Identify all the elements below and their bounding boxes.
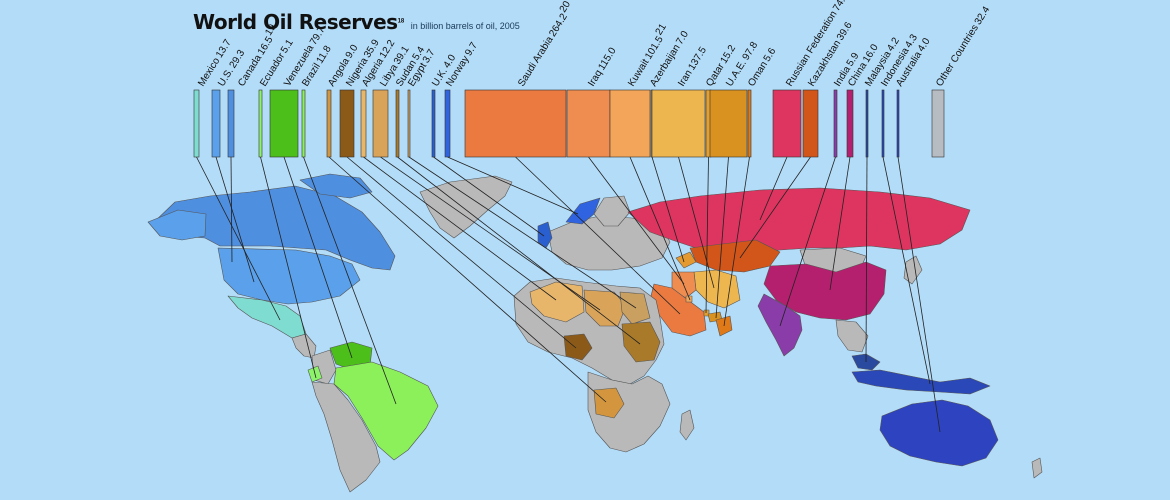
- bar-norway: [444, 89, 451, 158]
- libya-shape: [583, 289, 627, 327]
- bar-libya: [372, 89, 389, 158]
- country-labels: Mexico13.7U.S.29.3Canada16.519Ecuador5.1…: [196, 0, 992, 89]
- leader-line-oman: [723, 156, 750, 327]
- leader-line-saudi-arabia: [515, 156, 681, 315]
- leader-line-canada: [230, 156, 233, 263]
- map-subtitle: in billion barrels of oil, 2005: [410, 21, 520, 31]
- bar-sudan: [395, 89, 400, 158]
- leader-line-sudan: [397, 156, 641, 345]
- bar-algeria: [360, 89, 367, 158]
- bar-oman: [747, 89, 752, 158]
- nigeria-shape: [563, 333, 593, 361]
- leader-line-mexico: [196, 156, 281, 321]
- bar-iraq: [566, 89, 611, 158]
- canada-shape: [151, 185, 396, 271]
- bar-brazil: [301, 89, 306, 158]
- sudan-shape: [621, 321, 661, 363]
- label-other-countries: Other Countries32.4: [934, 4, 992, 88]
- title-footnote: 18: [397, 18, 405, 25]
- se-asia-shape: [835, 319, 869, 353]
- leader-line-venezuela: [283, 156, 353, 359]
- usa-shape: [217, 247, 361, 305]
- leader-line-nigeria: [346, 156, 577, 349]
- bar-u-s: [211, 89, 221, 158]
- australia-shape: [879, 399, 999, 467]
- leader-line-russian-federation: [759, 156, 788, 221]
- leader-line-kazakhstan: [739, 156, 811, 259]
- bar-mexico: [193, 89, 200, 158]
- leader-line-egypt: [408, 156, 637, 309]
- leader-line-algeria: [363, 156, 557, 301]
- leader-line-iraq: [588, 156, 685, 285]
- bar-russian-federation: [772, 89, 802, 158]
- leader-line-u-k: [433, 156, 545, 237]
- label-saudi-arabia: Saudi Arabia264.220: [513, 0, 577, 89]
- leader-line-ecuador: [260, 156, 317, 379]
- bar-india: [833, 89, 838, 158]
- leader-line-angola: [328, 156, 607, 403]
- uk-shape: [537, 221, 553, 249]
- leader-line-china: [829, 156, 851, 291]
- azerbaijan-shape: [675, 251, 697, 269]
- reserve-bars: [193, 89, 945, 158]
- south-america-rest-shape: [311, 381, 381, 493]
- label-iraq: Iraq115.0: [586, 45, 619, 88]
- bar-canada: [227, 89, 235, 158]
- leader-line-u-a-e: [715, 156, 729, 319]
- leader-line-brazil: [303, 156, 397, 405]
- leader-line-indonesia: [882, 156, 931, 385]
- kuwait-shape: [685, 295, 693, 303]
- egypt-shape: [619, 291, 651, 325]
- bar-kuwait: [609, 89, 651, 158]
- bar-u-k: [431, 89, 436, 158]
- russia-shape: [627, 187, 971, 255]
- japan-shape: [903, 255, 923, 285]
- bar-saudi-arabia: [464, 89, 567, 158]
- bar-angola: [326, 89, 332, 158]
- leader-line-iran: [678, 156, 715, 289]
- bar-u-a-e: [709, 89, 748, 158]
- bar-australia: [896, 89, 900, 158]
- madagascar-shape: [679, 409, 695, 441]
- angola-shape: [593, 387, 625, 419]
- central-america-shape: [291, 333, 317, 359]
- leader-line-australia: [897, 156, 941, 433]
- brazil-shape: [333, 361, 439, 461]
- bar-china: [846, 89, 854, 158]
- leader-line-malaysia: [865, 156, 868, 363]
- indonesia-shape: [851, 369, 991, 395]
- bar-other-countries: [931, 89, 945, 158]
- leader-line-azerbaijan: [651, 156, 685, 263]
- leader-lines: [196, 156, 941, 433]
- bar-malaysia: [865, 89, 869, 158]
- norway-shape: [565, 197, 601, 225]
- leader-line-india: [779, 156, 836, 327]
- leader-line-u-s: [215, 156, 255, 283]
- leader-line-norway: [447, 156, 579, 215]
- bar-kazakhstan: [802, 89, 819, 158]
- bar-nigeria: [339, 89, 355, 158]
- leader-line-qatar: [705, 156, 709, 314]
- bar-iran: [651, 89, 706, 158]
- map-title: World Oil Reserves: [193, 10, 398, 34]
- bar-indonesia: [881, 89, 885, 158]
- arctic-islands-shape: [299, 173, 373, 199]
- china-shape: [763, 261, 887, 321]
- bar-venezuela: [269, 89, 299, 158]
- leader-line-kuwait: [629, 156, 691, 301]
- title-block: World Oil Reserves18 in billion barrels …: [193, 10, 520, 34]
- bar-egypt: [407, 89, 411, 158]
- bar-ecuador: [258, 89, 263, 158]
- new-zealand-shape: [1031, 457, 1043, 479]
- alaska-shape: [147, 209, 207, 241]
